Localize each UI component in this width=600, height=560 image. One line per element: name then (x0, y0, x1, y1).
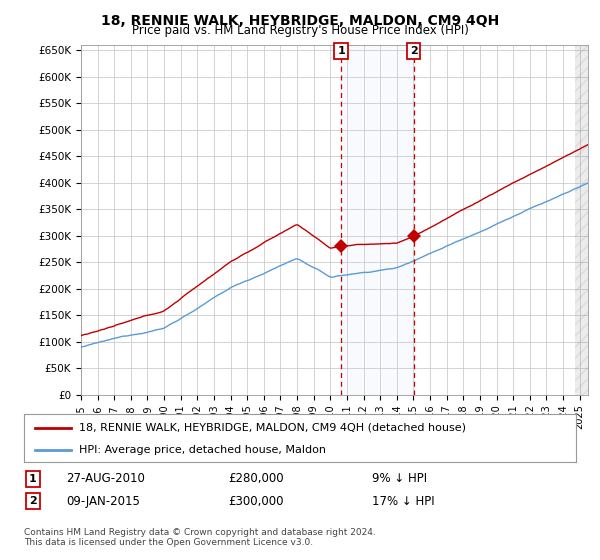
Text: 27-AUG-2010: 27-AUG-2010 (66, 472, 145, 486)
Text: HPI: Average price, detached house, Maldon: HPI: Average price, detached house, Mald… (79, 445, 326, 455)
Bar (575, 45, 588, 395)
Text: 1: 1 (29, 474, 37, 484)
Text: 18, RENNIE WALK, HEYBRIDGE, MALDON, CM9 4QH (detached house): 18, RENNIE WALK, HEYBRIDGE, MALDON, CM9 … (79, 423, 466, 433)
Bar (341, 45, 414, 395)
Text: Contains HM Land Registry data © Crown copyright and database right 2024.
This d: Contains HM Land Registry data © Crown c… (24, 528, 376, 547)
Text: £280,000: £280,000 (228, 472, 284, 486)
Text: 2: 2 (29, 496, 37, 506)
Text: 9% ↓ HPI: 9% ↓ HPI (372, 472, 427, 486)
Text: Price paid vs. HM Land Registry's House Price Index (HPI): Price paid vs. HM Land Registry's House … (131, 24, 469, 37)
Text: £300,000: £300,000 (228, 494, 284, 508)
Text: 18, RENNIE WALK, HEYBRIDGE, MALDON, CM9 4QH: 18, RENNIE WALK, HEYBRIDGE, MALDON, CM9 … (101, 14, 499, 28)
Text: 09-JAN-2015: 09-JAN-2015 (66, 494, 140, 508)
Text: 17% ↓ HPI: 17% ↓ HPI (372, 494, 434, 508)
Text: 1: 1 (337, 46, 345, 56)
Text: 2: 2 (410, 46, 418, 56)
